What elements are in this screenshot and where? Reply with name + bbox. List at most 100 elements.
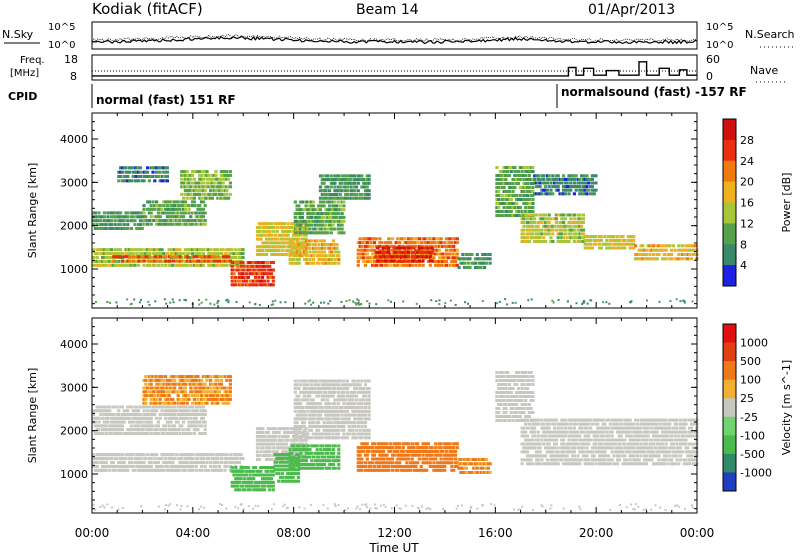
data-cell [368,178,371,181]
data-cell [150,465,153,468]
data-cell [222,248,225,251]
data-cell [151,175,154,178]
data-cell [403,260,406,263]
data-cell [323,421,326,424]
data-cell [281,476,284,479]
data-cell [294,247,297,250]
data-cell [187,252,190,255]
data-cell [681,244,684,247]
data-cell [207,174,210,177]
data-cell [154,300,156,302]
data-cell [220,457,223,460]
data-cell [204,189,207,192]
data-cell [180,178,183,181]
data-cell [562,221,565,224]
data-cell [557,236,560,239]
data-cell [191,465,194,468]
data-cell [594,174,597,177]
data-cell [312,421,315,424]
data-cell [508,174,511,177]
data-cell [326,398,329,401]
data-cell [123,421,126,424]
data-cell [133,219,136,222]
data-cell [304,303,306,305]
data-cell [407,260,410,263]
data-cell [308,243,311,246]
data-cell [429,264,432,267]
data-cell [270,234,273,237]
data-cell [189,387,192,390]
data-cell [337,201,340,204]
data-cell [139,166,142,169]
data-cell [366,241,369,244]
data-cell [544,214,547,217]
data-cell [258,454,261,457]
data-cell [306,433,309,436]
data-cell [254,303,256,305]
data-cell [501,210,504,213]
data-cell [320,302,322,304]
data-cell [284,301,286,303]
data-cell [337,258,340,261]
data-cell [375,303,377,305]
data-cell [317,262,320,265]
data-cell [531,225,534,228]
data-cell [218,390,221,393]
data-cell [335,406,338,409]
data-cell [648,253,651,256]
data-cell [328,402,331,405]
data-cell [124,166,127,169]
data-cell [296,220,299,223]
data-cell [200,469,203,472]
data-cell [564,192,567,195]
data-cell [168,394,171,397]
data-cell [557,174,560,177]
data-cell [119,175,122,178]
data-cell [454,260,457,263]
data-cell [374,255,377,258]
data-cell [328,204,331,207]
data-cell [266,470,269,473]
data-cell [189,178,192,181]
data-cell [468,266,471,269]
data-cell [162,204,165,207]
data-cell [133,223,136,226]
data-cell [280,301,282,303]
data-cell [157,175,160,178]
data-cell [139,457,142,460]
data-cell [130,457,133,460]
data-cell [566,182,569,185]
data-cell [549,189,552,192]
data-cell [274,427,277,430]
data-cell [542,174,545,177]
data-cell [105,227,108,230]
data-cell [306,410,309,413]
data-cell [142,428,145,431]
data-cell [139,413,142,416]
data-cell [308,251,311,254]
data-cell [196,394,199,397]
data-cell [117,409,120,412]
data-cell [217,300,219,302]
data-cell [287,427,290,430]
data-cell [128,255,131,258]
data-cell [508,166,511,169]
data-cell [209,260,212,263]
data-cell [340,301,342,303]
data-cell [112,461,115,464]
data-cell [674,249,677,252]
data-cell [182,182,185,185]
data-cell [515,202,518,205]
data-cell [200,197,203,200]
data-cell [337,212,340,215]
data-cell [141,227,144,230]
colorbar-swatch [723,182,736,203]
data-cell [566,236,569,239]
data-cell [522,217,525,220]
data-cell [187,398,190,401]
data-cell [216,248,219,251]
data-cell [573,182,576,185]
data-cell [193,432,196,435]
data-cell [214,170,217,173]
data-cell [287,222,290,225]
